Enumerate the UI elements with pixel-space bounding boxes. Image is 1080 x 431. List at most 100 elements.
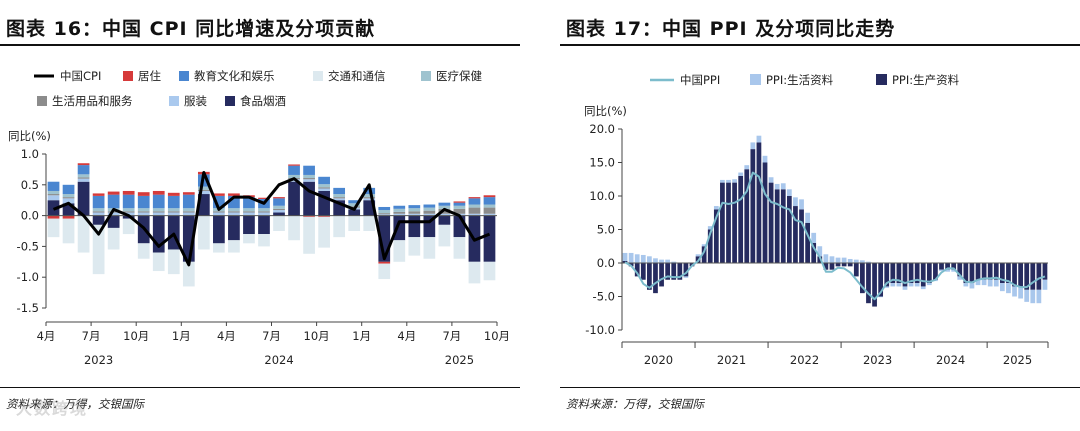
bar-transport — [318, 216, 330, 248]
bar-daily — [258, 211, 270, 213]
bar-food — [197, 194, 210, 216]
y-axis-label: 同比(%) — [8, 129, 51, 143]
bar-production — [732, 182, 737, 263]
bar-education — [318, 176, 330, 185]
bar-living — [793, 197, 798, 207]
bar-living — [829, 256, 835, 263]
x-tick-label: 2024 — [936, 353, 965, 367]
ppi-chart-title: 图表 17：中国 PPI 及分项同比走势 — [566, 18, 896, 40]
bar-production — [799, 209, 804, 263]
y-tick-label: -1.0 — [17, 270, 39, 284]
bar-housing — [288, 164, 300, 166]
bar-living — [811, 232, 817, 243]
title-rule — [560, 44, 1080, 46]
x-tick-label: 4月 — [37, 329, 56, 343]
bar-production — [999, 263, 1005, 284]
bar-living — [1024, 289, 1030, 302]
bar-daily — [137, 211, 150, 213]
bar-living — [720, 179, 725, 183]
bar-living — [726, 179, 731, 183]
y-tick-label: 20.0 — [589, 122, 615, 136]
bar-living — [926, 283, 932, 286]
bar-education — [408, 205, 421, 209]
x-tick-label: 1月 — [352, 329, 371, 343]
bar-production — [878, 263, 884, 297]
bar-production — [847, 263, 853, 267]
bar-production — [1024, 263, 1030, 290]
bar-living — [634, 254, 640, 263]
bar-housing — [273, 197, 285, 199]
bar-transport — [197, 215, 210, 250]
bar-clothing — [182, 212, 195, 216]
bar-medical — [92, 208, 105, 212]
bar-housing — [92, 193, 105, 196]
ppi-chart: 中国PPI PPI:生活资料 PPI:生产资料 20.0 15.0 10.0 5.0 0.0 -… — [584, 73, 1049, 367]
bar-clothing — [213, 212, 225, 216]
legend-label-cpi: 中国CPI — [60, 69, 101, 83]
bar-medical — [197, 186, 210, 190]
bar-housing — [213, 193, 225, 196]
bar-education — [243, 197, 255, 209]
bar-education — [92, 195, 105, 209]
bar-food — [228, 215, 240, 241]
bar-production — [951, 263, 957, 270]
bar-medical — [438, 205, 451, 209]
bar-transport — [167, 249, 180, 275]
legend-label-food: 食品烟酒 — [240, 94, 286, 108]
legend-swatch-living — [750, 74, 761, 85]
bar-housing — [167, 192, 180, 196]
bar-education — [182, 194, 195, 209]
bar-medical — [137, 208, 150, 212]
bar-education — [122, 194, 135, 209]
bar-living — [902, 286, 908, 290]
bar-clothing — [243, 212, 255, 216]
bar-food — [333, 200, 346, 216]
bar-food — [167, 215, 180, 250]
x-tick-label: 10月 — [123, 329, 149, 343]
bar-production — [762, 162, 768, 263]
bar-transport — [438, 224, 451, 247]
bar-food — [107, 215, 120, 228]
bar-daily — [77, 177, 90, 179]
bar-living — [987, 279, 993, 287]
legend-label-education: 教育文化和娱乐 — [194, 69, 275, 83]
bar-production — [640, 263, 646, 280]
bar-production — [701, 246, 707, 263]
bar-daily — [453, 208, 466, 214]
x-tick-label: 10月 — [304, 329, 330, 343]
bar-clothing — [92, 212, 105, 216]
bar-clothing — [62, 198, 75, 204]
bar-clothing — [228, 212, 240, 216]
bar-clothing — [468, 213, 481, 216]
bar-clothing — [77, 178, 90, 182]
bar-production — [774, 189, 780, 263]
bar-transport — [483, 261, 496, 281]
bar-food — [453, 215, 466, 238]
ppi-source: 资料来源：万得，交银国际 — [566, 397, 704, 411]
bar-food — [318, 190, 330, 216]
bar-transport — [122, 218, 135, 235]
watermark: 大数跨境 — [16, 399, 89, 418]
bar-food — [408, 215, 421, 238]
bar-transport — [468, 261, 481, 284]
bar-production — [1012, 263, 1017, 287]
bar-production — [1018, 263, 1023, 287]
bar-transport — [348, 215, 361, 231]
ppi-panel: 图表 17：中国 PPI 及分项同比走势 中国PPI PPI:生活资料 PPI:生产… — [560, 0, 1080, 431]
bar-living — [975, 279, 981, 286]
x-tick-label: 10月 — [484, 329, 510, 343]
bar-education — [77, 165, 90, 175]
bar-clothing — [197, 190, 210, 195]
y-tick-label: 5.0 — [597, 223, 615, 237]
x-tick-label: 2020 — [644, 353, 673, 367]
x-tick-label: 1月 — [172, 329, 191, 343]
bar-production — [811, 242, 817, 263]
bar-daily — [303, 178, 315, 180]
x-year-label: 2023 — [84, 353, 113, 367]
bar-living — [707, 226, 713, 230]
bar-clothing — [107, 212, 120, 216]
bar-housing — [228, 193, 240, 196]
legend-swatch-daily — [37, 96, 47, 106]
bar-production — [914, 263, 920, 284]
bar-daily — [318, 187, 330, 189]
